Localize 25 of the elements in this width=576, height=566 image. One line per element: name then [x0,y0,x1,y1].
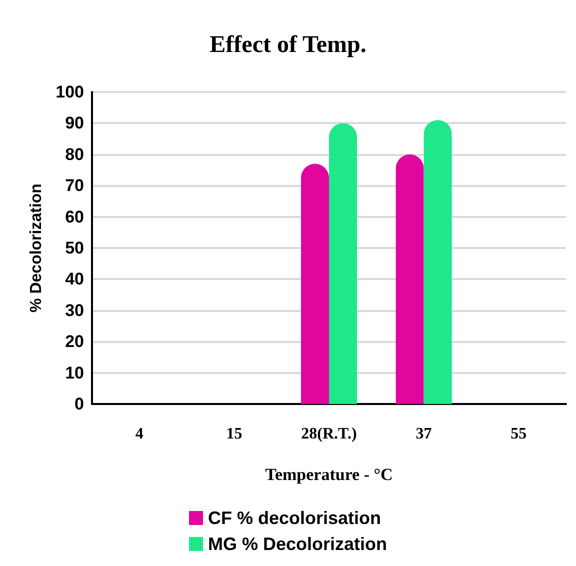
x-tick-label: 4 [135,426,144,442]
y-axis-title: % Decolorization [28,184,46,312]
y-tick-label: 80 [65,144,84,164]
y-tick-label: 70 [65,176,84,196]
chart-title: Effect of Temp. [210,32,366,58]
legend-label: CF % decolorisation [208,508,382,528]
y-tick-label: 100 [56,82,84,102]
bar [301,164,329,404]
y-tick-label: 90 [65,114,84,133]
bar [424,120,452,404]
y-tick-label: 30 [65,300,84,320]
y-tick-label: 10 [65,363,84,382]
x-tick-label: 28(R.T.) [301,426,357,442]
y-tick-label: 20 [65,332,84,352]
legend-label: MG % Decolorization [208,534,388,554]
x-axis-title: Temperature - °C [265,465,393,484]
y-tick-label: 60 [65,207,84,226]
y-tick-label: 50 [65,238,84,258]
y-tick-label: 0 [74,394,84,414]
y-tick-label: 40 [65,270,84,289]
x-tick-label: 37 [416,426,432,442]
x-tick-label: 55 [510,426,527,442]
bar [329,123,357,404]
x-tick-label: 15 [226,426,242,442]
bar [396,154,424,404]
